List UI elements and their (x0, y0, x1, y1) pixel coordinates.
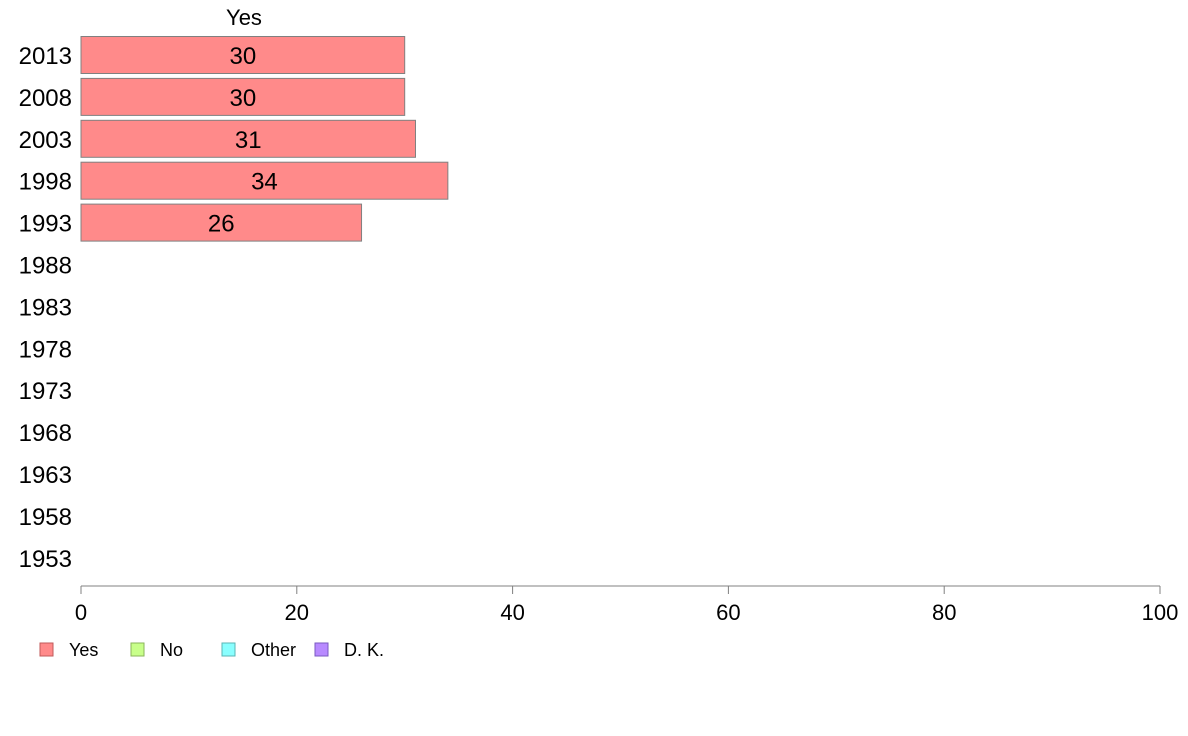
legend-label: Other (251, 640, 296, 660)
bars (80, 36, 449, 242)
x-tick-label: 60 (716, 600, 740, 625)
category-label: 1958 (19, 504, 72, 531)
legend-label: No (160, 640, 183, 660)
category-labels: 2013 2008 2003 1998 1993 1988 1983 1978 1973 1968… (19, 43, 72, 573)
bar (80, 161, 449, 200)
data-label: 31 (235, 127, 262, 154)
bar (80, 36, 406, 74)
x-tick-label: 0 (75, 600, 87, 625)
bar (80, 77, 406, 116)
x-axis: 0 20 40 60 80 100 (75, 585, 1179, 625)
data-label: 30 (229, 85, 256, 112)
x-tick-label: 20 (285, 600, 309, 625)
legend: Yes No Other D. K. (39, 640, 384, 660)
data-labels: 30 30 31 34 26 (208, 43, 278, 238)
category-label: 1973 (19, 378, 72, 405)
bar (80, 203, 363, 242)
category-label: 2013 (19, 43, 72, 70)
legend-label: Yes (69, 640, 98, 660)
legend-swatch (130, 642, 145, 657)
category-label: 1993 (19, 211, 72, 238)
x-tick-label: 40 (500, 600, 524, 625)
data-label: 30 (229, 43, 256, 70)
category-label: 2003 (19, 127, 72, 154)
category-label: 1963 (19, 462, 72, 489)
data-label: 34 (251, 169, 278, 196)
category-label: 1978 (19, 336, 72, 363)
data-label: 26 (208, 211, 235, 238)
category-label: 1953 (19, 546, 72, 573)
x-tick-label: 100 (1142, 600, 1179, 625)
category-label: 2008 (19, 85, 72, 112)
x-tick-label: 80 (932, 600, 956, 625)
category-label: 1968 (19, 420, 72, 447)
bar (80, 119, 416, 158)
category-label: 1988 (19, 253, 72, 280)
series-header: Yes (226, 5, 262, 30)
legend-swatch (314, 642, 329, 657)
category-label: 1998 (19, 169, 72, 196)
legend-swatch (39, 642, 54, 657)
category-label: 1983 (19, 294, 72, 321)
legend-swatch (221, 642, 236, 657)
legend-label: D. K. (344, 640, 384, 660)
